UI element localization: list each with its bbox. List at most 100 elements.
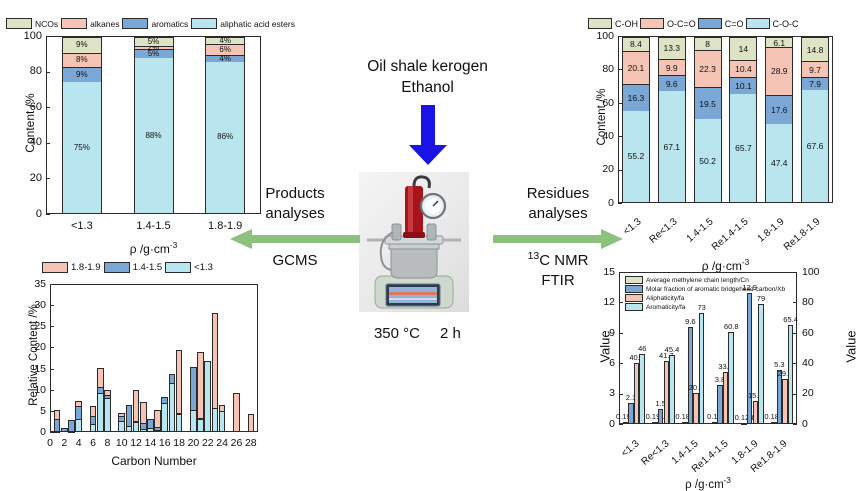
legend-swatch — [625, 294, 643, 302]
x-axis-tick-label: 10 — [115, 437, 128, 449]
bar-value-label: 0.196 — [615, 412, 635, 421]
legend-item: <1.3 — [165, 262, 213, 273]
legend-item: 1.4-1.5 — [103, 262, 162, 273]
center-process-diagram: Oil shale kerogen Ethanol — [230, 0, 623, 482]
y-tick-mark — [50, 368, 54, 370]
x-axis-title: ρ /g·cm-3 — [701, 257, 750, 273]
legend-item-label: C-O-C — [772, 18, 799, 29]
legend-swatch — [191, 18, 218, 29]
bar-segment: 9.7 — [802, 61, 829, 78]
chart-legend: NCOs alkanes aromatics aliphatic acid ester… — [6, 18, 295, 29]
y-axis-title-right: Value — [843, 330, 859, 363]
bar-segment-label: 19.5 — [699, 98, 716, 109]
bar — [53, 430, 61, 433]
bar-segment-label: 47.4 — [770, 157, 788, 168]
y-tick-mark — [46, 142, 50, 144]
bar-value-label: 3.8 — [714, 375, 726, 385]
bar — [68, 419, 75, 432]
bar-segment: 65.7 — [730, 93, 757, 202]
y-tick-mark — [619, 424, 623, 425]
y-axis-tick-label: 20 — [29, 171, 42, 184]
products-analyses-line2: analyses — [265, 205, 325, 222]
x-axis-tick-label: 0 — [47, 437, 53, 449]
legend-item: O-C=O — [640, 18, 696, 29]
bar-segment-label: 7.9 — [809, 79, 821, 90]
bar — [190, 409, 197, 432]
legend-item: Aromaticity/fa — [625, 303, 785, 311]
bar — [89, 424, 97, 432]
legend-swatch — [61, 18, 88, 29]
bar-segment-label: 5% — [147, 49, 160, 59]
x-axis-tick-label: 24 — [216, 437, 228, 449]
bar-segment-label: 8% — [76, 55, 88, 65]
stacked-bar: 55.2 16.3 20.1 8.4 — [621, 36, 650, 203]
legend-swatch — [697, 18, 722, 29]
legend-item: aromatics — [122, 18, 188, 29]
bar — [728, 331, 735, 424]
chart-structural-parameters: 0 3 6 9 12 15 0 20 40 60 80 100 Value Value Average me… — [565, 248, 860, 491]
bar-segment: 4% — [206, 37, 245, 45]
bar-segment: 14.8 — [802, 37, 829, 62]
y-tick-mark — [619, 272, 623, 273]
chart-legend: Average methylene chain length/Cn Molar f… — [625, 276, 785, 312]
x-axis-tick-label: 28 — [244, 437, 257, 449]
bar-segment-label: 17.6 — [770, 104, 788, 115]
condition-time: 2 h — [440, 325, 461, 342]
bar-segment: 75% — [62, 82, 101, 213]
y-tick-mark — [619, 332, 623, 334]
bar-segment-label: 10.4 — [735, 63, 752, 74]
bar-segment-label: 67.1 — [663, 141, 681, 152]
y-axis-tick-label: 0 — [35, 207, 42, 220]
bar-segment-label: 9.9 — [665, 62, 678, 73]
y-tick-mark — [793, 332, 797, 334]
bar — [639, 354, 646, 424]
x-axis-tick-label: 12 — [130, 437, 142, 449]
bar-segment: 9.9 — [658, 58, 685, 76]
bar — [211, 408, 219, 432]
y-tick-mark — [46, 178, 50, 180]
bar-segment-label: 67.6 — [806, 140, 824, 151]
bar — [61, 428, 68, 432]
legend-item: Average methylene chain length/Cn — [625, 276, 785, 284]
legend-item-label: C=O — [724, 18, 744, 29]
chart-carbon-number-distribution: 1.8-1.9 1.4-1.5 <1.3 0 5 10 15 20 25 30 35 Relative… — [0, 248, 300, 482]
bar-segment: 9% — [62, 36, 101, 53]
bar-value-label: 2.1 — [625, 392, 637, 402]
y-axis-title: Relative Content /% — [28, 304, 40, 406]
bar — [698, 313, 705, 424]
bar-segment-label: 6% — [219, 44, 231, 54]
chart-residues-oxygen-groups: C-OH O-C=O C=O C-O-C 0 20 40 60 80 100 Content /% 5… — [570, 0, 860, 273]
bar-segment: 13.3 — [658, 37, 685, 59]
y-tick-mark — [793, 272, 797, 273]
bar — [168, 382, 176, 432]
legend-item: alkanes — [61, 18, 119, 29]
x-axis-tick-label: 1.8-1.9 — [208, 220, 243, 232]
legend-item: C=O — [697, 18, 744, 29]
bar-segment-label: 9.7 — [809, 64, 821, 75]
stacked-bar: 67.6 7.9 9.7 14.8 — [801, 36, 830, 203]
condition-temperature: 350 °C — [373, 325, 420, 342]
bar-value-label: 0.188 — [764, 412, 784, 422]
x-axis-tick-label: 1.4-1.5 — [136, 220, 171, 232]
x-axis-tick-label: 26 — [230, 437, 243, 449]
y-axis-tick-label: 20 — [34, 341, 46, 354]
y-axis-tick-label: 20 — [602, 163, 614, 176]
bar-value-label: 20.2 — [688, 383, 704, 393]
residues-analyses-line2: analyses — [528, 205, 588, 222]
bar-segment-label: 10.1 — [735, 80, 752, 91]
bar — [154, 429, 161, 432]
bar — [741, 422, 747, 425]
y-tick-mark — [46, 36, 50, 37]
y-axis-title-left: Value — [597, 330, 613, 363]
bar — [687, 326, 694, 424]
y-axis-title: Content /% — [596, 88, 608, 145]
legend-item-label: aromatics — [151, 18, 189, 29]
y-axis-tick-label: 35 — [34, 278, 46, 290]
y-axis-tick-label: 60 — [802, 326, 814, 339]
bar-segment-label: 75% — [73, 142, 90, 152]
bar-segment-label: 55.2 — [627, 151, 645, 162]
y-tick-mark — [50, 326, 54, 328]
left-arrow-icon — [230, 228, 360, 255]
legend-swatch — [625, 276, 643, 284]
y-tick-mark — [619, 363, 623, 365]
